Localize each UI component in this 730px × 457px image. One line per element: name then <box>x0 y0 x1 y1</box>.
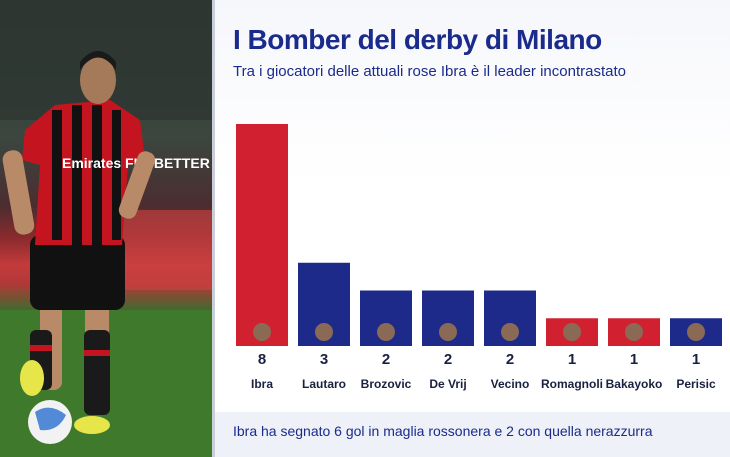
value-label: 2 <box>382 351 390 368</box>
player-avatar-icon <box>563 323 581 341</box>
chart-subtitle: Tra i giocatori delle attuali rose Ibra … <box>233 63 626 80</box>
value-label: 1 <box>630 351 638 368</box>
value-label: 2 <box>506 351 514 368</box>
player-avatar-icon <box>377 323 395 341</box>
category-label: Vecino <box>491 377 530 391</box>
player-avatar-icon <box>253 323 271 341</box>
value-label: 2 <box>444 351 452 368</box>
chart-panel: I Bomber del derby di Milano Tra i gioca… <box>215 0 730 457</box>
player-photo-illustration: Emirates FLY BETTER <box>0 0 212 457</box>
panel-divider <box>212 0 215 457</box>
category-label: Perisic <box>676 377 716 391</box>
player-avatar-icon <box>501 323 519 341</box>
category-label: Romagnoli <box>541 377 603 391</box>
value-label: 1 <box>692 351 700 368</box>
player-avatar-icon <box>687 323 705 341</box>
footer-strip <box>215 412 730 457</box>
player-avatar-icon <box>439 323 457 341</box>
category-label: Ibra <box>251 377 273 391</box>
category-label: Brozovic <box>361 377 412 391</box>
bar-ibra <box>236 124 288 346</box>
player-avatar-icon <box>625 323 643 341</box>
player-avatar-icon <box>315 323 333 341</box>
value-strip <box>215 346 730 370</box>
chart-title: I Bomber del derby di Milano <box>233 24 602 55</box>
footer-note: Ibra ha segnato 6 gol in maglia rossoner… <box>233 423 653 439</box>
category-label: Lautaro <box>302 377 346 391</box>
value-label: 1 <box>568 351 576 368</box>
category-label: De Vrij <box>429 377 466 391</box>
player-photo: Emirates FLY BETTER <box>0 0 212 457</box>
bar-chart: 8 Ibra 3 Lautaro 2 Brozovic 2 De Vrij 2 Vecino 1 Ro… <box>236 124 722 391</box>
category-label: Bakayoko <box>606 377 663 391</box>
value-label: 8 <box>258 351 266 368</box>
value-label: 3 <box>320 351 328 368</box>
